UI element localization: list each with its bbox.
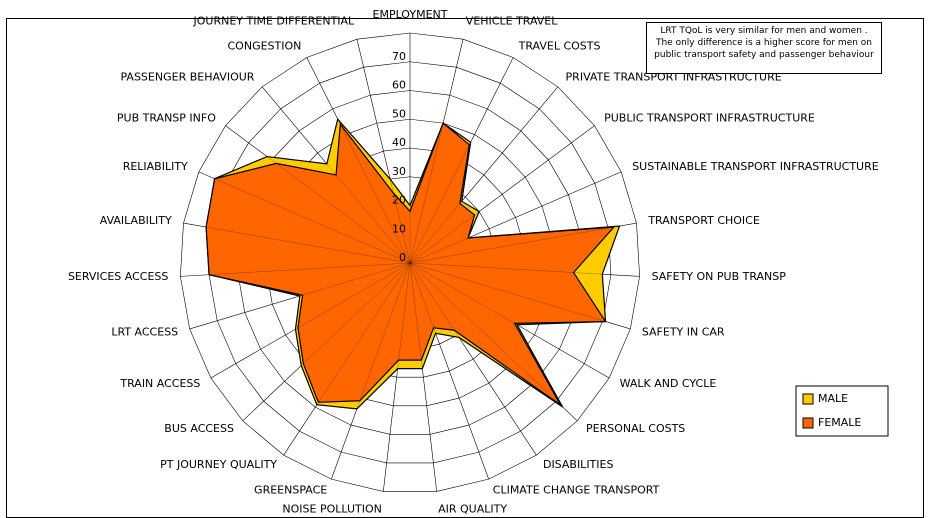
legend-label: FEMALE <box>818 416 861 429</box>
category-label: JOURNEY TIME DIFFERENTIAL <box>193 15 356 28</box>
legend-swatch <box>802 417 814 429</box>
radial-edge <box>340 124 411 264</box>
radial-edge <box>409 226 614 264</box>
tick-label: 50 <box>392 107 406 120</box>
radial-edge <box>206 226 411 264</box>
radial-edge <box>409 262 422 361</box>
radial-edge <box>297 262 411 328</box>
radial-edge <box>409 262 561 406</box>
radial-edge <box>409 203 461 264</box>
annotation: LRT TQoL is very similar for men and wom… <box>646 22 882 74</box>
radial-edge <box>303 262 411 364</box>
tick-label: 10 <box>392 222 406 235</box>
legend-label: MALE <box>818 392 848 405</box>
category-label: PUBLIC TRANSPORT INFRASTRUCTURE <box>604 111 815 124</box>
category-label: TRAIN ACCESS <box>119 377 200 390</box>
radial-edge <box>409 262 574 273</box>
category-label: SAFETY ON PUB TRANSP <box>652 270 787 283</box>
legend-swatch <box>802 393 814 405</box>
tick-label: 70 <box>392 50 406 63</box>
radial-edge <box>302 262 411 296</box>
category-label: EMPLOYMENT <box>373 8 448 21</box>
category-label: SUSTAINABLE TRANSPORT INFRASTRUCTURE <box>632 160 879 173</box>
category-label: SAFETY IN CAR <box>642 325 725 338</box>
category-label: LRT ACCESS <box>111 325 178 338</box>
grid-ring <box>208 61 612 464</box>
category-label: TRAVEL COSTS <box>518 40 601 53</box>
category-label: SERVICES ACCESS <box>68 270 168 283</box>
radial-edge <box>409 123 444 264</box>
radial-edge <box>409 262 606 322</box>
category-label: CLIMATE CHANGE TRANSPORT <box>493 483 660 496</box>
tick-label: 20 <box>392 194 406 207</box>
category-label: AIR QUALITY <box>438 502 507 514</box>
radial-edge <box>409 144 470 264</box>
category-label: PUB TRANSP INFO <box>117 111 216 124</box>
radial-edge <box>409 262 515 324</box>
radial-edge <box>393 193 411 264</box>
radial-edge <box>335 174 411 264</box>
category-label: RELIABILITY <box>123 160 188 173</box>
radial-edge <box>359 262 411 401</box>
category-label: WALK AND CYCLE <box>620 377 717 390</box>
category-label: DISABILITIES <box>543 458 614 471</box>
radial-edge <box>409 262 455 331</box>
tick-label: 30 <box>392 165 406 178</box>
radial-edge <box>409 237 469 264</box>
tick-label: 60 <box>392 79 406 92</box>
category-label: VEHICLE TRAVEL <box>466 15 558 28</box>
category-label: CONGESTION <box>228 40 302 53</box>
category-label: PT JOURNEY QUALITY <box>160 458 277 471</box>
category-label: PASSENGER BEHAVIOUR <box>121 71 255 84</box>
radial-edge <box>398 262 411 361</box>
outer-ring <box>180 32 640 492</box>
radial-edge <box>409 262 434 328</box>
category-label: AVAILABILITY <box>100 214 172 227</box>
tick-label: 0 <box>399 251 406 264</box>
radial-edge <box>276 163 411 264</box>
category-label: PERSONAL COSTS <box>586 422 685 435</box>
category-label: BUS ACCESS <box>164 422 234 435</box>
category-label: NOISE POLLUTION <box>282 502 381 514</box>
tick-label: 40 <box>392 136 406 149</box>
radial-edge <box>214 178 411 264</box>
radial-edge <box>209 262 411 275</box>
category-label: TRANSPORT CHOICE <box>647 214 760 227</box>
category-label: GREENSPACE <box>254 483 327 496</box>
radial-edge <box>318 262 411 403</box>
radial-edge <box>409 214 475 264</box>
